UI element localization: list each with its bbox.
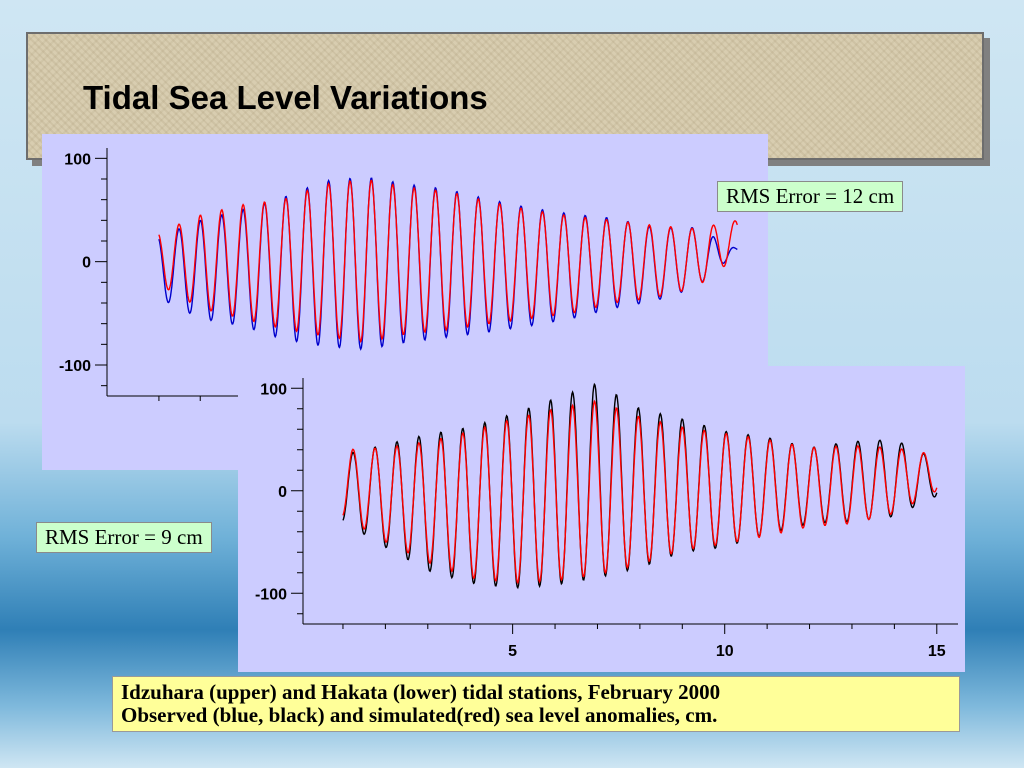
x-tick-label: 5 <box>508 643 517 660</box>
simulated-series-line <box>342 399 938 585</box>
y-tick-label: 0 <box>82 255 91 272</box>
upper-chart: 100 0 -100 <box>59 148 758 406</box>
lower-chart-panel: 100 0 -100 5 10 15 <box>238 366 965 672</box>
lower-rms-label: RMS Error = 9 cm <box>36 522 212 553</box>
title-banner: Tidal Sea Level Variations <box>26 32 984 160</box>
slide-title: Tidal Sea Level Variations <box>83 79 488 116</box>
y-tick-label: -100 <box>59 358 91 375</box>
x-tick-label: 15 <box>928 643 946 660</box>
y-tick-label: 0 <box>278 484 287 501</box>
figure-caption: Idzuhara (upper) and Hakata (lower) tida… <box>112 676 960 732</box>
upper-rms-label: RMS Error = 12 cm <box>717 181 904 212</box>
simulated-series-line <box>158 179 738 344</box>
x-tick-label: 10 <box>716 643 734 660</box>
caption-line-1: Idzuhara (upper) and Hakata (lower) tida… <box>121 680 721 704</box>
y-tick-label: -100 <box>255 586 287 603</box>
y-tick-label: 100 <box>260 381 287 398</box>
y-tick-label: 100 <box>64 151 91 168</box>
caption-line-2: Observed (blue, black) and simulated(red… <box>121 703 718 727</box>
lower-chart: 100 0 -100 5 10 15 <box>255 378 958 660</box>
